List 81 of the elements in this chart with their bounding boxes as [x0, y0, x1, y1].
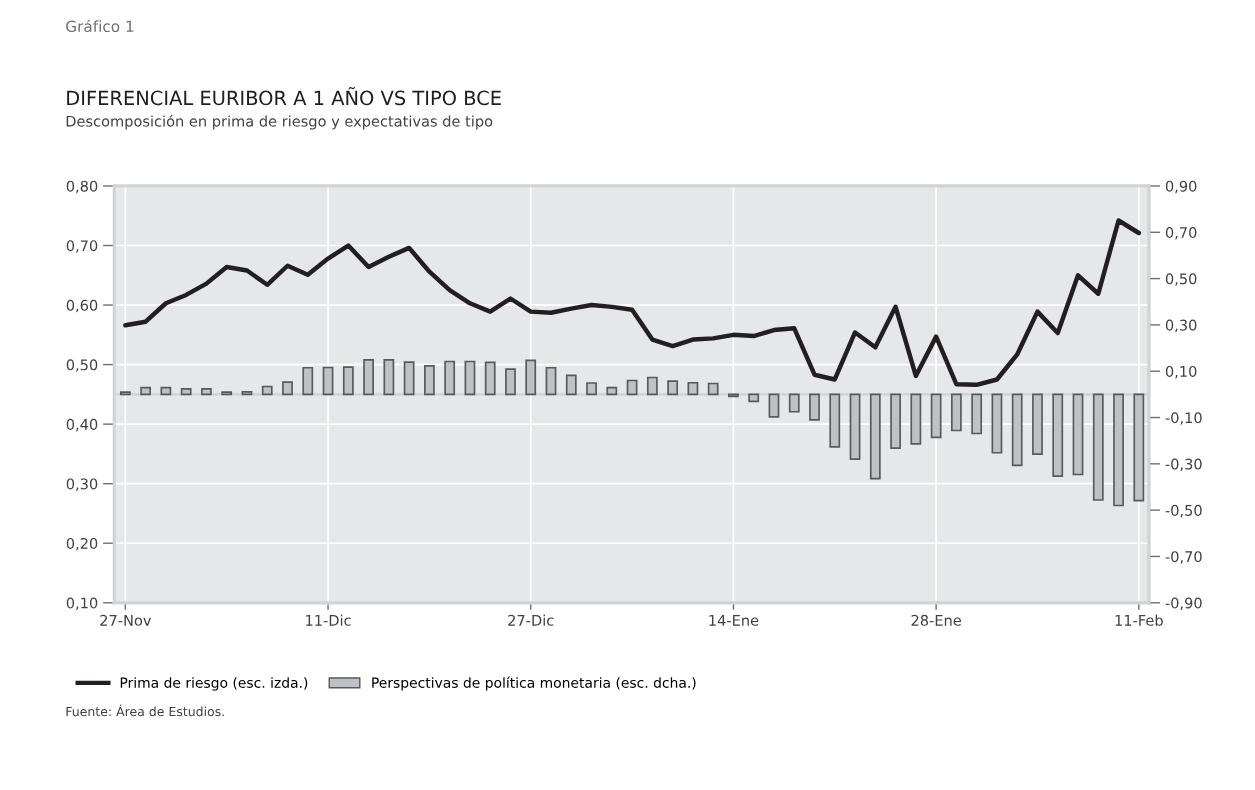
bar — [829, 393, 841, 448]
bar — [282, 381, 293, 396]
bar — [667, 380, 679, 396]
bar — [646, 376, 658, 396]
bar — [119, 391, 131, 396]
bar — [971, 393, 983, 435]
y-tick-label: 0,70 — [66, 240, 98, 253]
line-series — [123, 218, 1142, 388]
bar — [1113, 393, 1124, 507]
y-tick-label: 0,30 — [66, 478, 98, 491]
y2-tick-label: -0,10 — [1165, 412, 1202, 425]
y2-tick-label: 0,70 — [1165, 226, 1197, 240]
bar — [403, 361, 415, 396]
bar — [910, 393, 922, 445]
bar — [687, 381, 699, 396]
bar — [444, 360, 456, 396]
y-tick-label: 0,40 — [66, 418, 98, 432]
bar — [1072, 393, 1084, 476]
y2-tick-label: 0,90 — [1165, 180, 1197, 194]
y2-tick-label: -0,90 — [1165, 597, 1202, 611]
bar — [1133, 393, 1145, 502]
bar — [809, 393, 820, 421]
y-tick-label: 0,60 — [66, 299, 98, 313]
bar — [383, 359, 395, 396]
bar — [180, 387, 192, 396]
bar — [768, 393, 780, 418]
chart-subtitle: Descomposición en prima de riesgo y expectativas de tipo — [66, 114, 493, 130]
bar — [788, 393, 800, 413]
bar — [322, 366, 334, 396]
y-tick-label: 0,80 — [66, 180, 98, 194]
bar — [363, 359, 374, 396]
bar — [201, 387, 212, 396]
x-tick-label: 28-Ene — [911, 614, 961, 626]
bar — [464, 360, 476, 396]
x-tick-label: 14-Ene — [709, 615, 759, 626]
x-tick-label: 27-Nov — [100, 614, 152, 626]
y2-tick-label: -0,30 — [1165, 458, 1202, 472]
bar — [586, 382, 597, 396]
bar — [342, 366, 354, 396]
bar — [1032, 393, 1043, 455]
x-tick-label: 11-Dic — [306, 614, 351, 626]
bar — [748, 393, 760, 403]
bar — [606, 386, 618, 396]
bar — [484, 361, 496, 396]
bar — [505, 368, 516, 396]
bar — [525, 359, 537, 396]
bar — [626, 379, 638, 396]
bar — [545, 366, 557, 396]
bar — [565, 374, 577, 396]
legend-label: Perspectivas de política monetaria (esc. dcha.) — [372, 676, 696, 691]
bar — [160, 386, 172, 396]
bar — [1052, 393, 1064, 477]
y-tick-label: 0,20 — [66, 537, 98, 551]
y2-tick-label: -0,50 — [1165, 504, 1202, 518]
bar — [221, 391, 233, 396]
bar — [930, 393, 942, 439]
y2-tick-label: 0,30 — [1165, 319, 1197, 333]
y-tick-label: 0,50 — [66, 359, 98, 372]
x-tick-label: 11-Feb — [1115, 614, 1163, 626]
bar — [140, 386, 152, 396]
y-tick-label: 0,10 — [66, 597, 98, 611]
bar — [950, 393, 962, 432]
bar — [1011, 393, 1023, 467]
legend-label: Prima de riesgo (esc. izda.) — [120, 677, 308, 691]
source-note: Fuente: Área de Estudios. — [66, 704, 224, 717]
bar — [423, 365, 435, 396]
text: Gráfico 1 — [66, 19, 134, 33]
bar — [261, 385, 273, 396]
bar — [707, 382, 719, 396]
bar — [849, 393, 861, 461]
bar — [302, 366, 314, 396]
bar — [869, 393, 881, 480]
y2-tick-label: -0,70 — [1165, 551, 1202, 564]
bar — [890, 393, 901, 449]
bar — [1092, 393, 1104, 501]
bar — [991, 393, 1003, 454]
bar — [241, 390, 253, 396]
y2-tick-label: 0,50 — [1165, 273, 1197, 286]
x-tick-label: 27-Dic — [508, 614, 554, 626]
y2-tick-label: 0,10 — [1165, 365, 1197, 379]
chart-title: DIFERENCIAL EURIBOR A 1 AÑO VS TIPO BCE — [67, 87, 501, 106]
